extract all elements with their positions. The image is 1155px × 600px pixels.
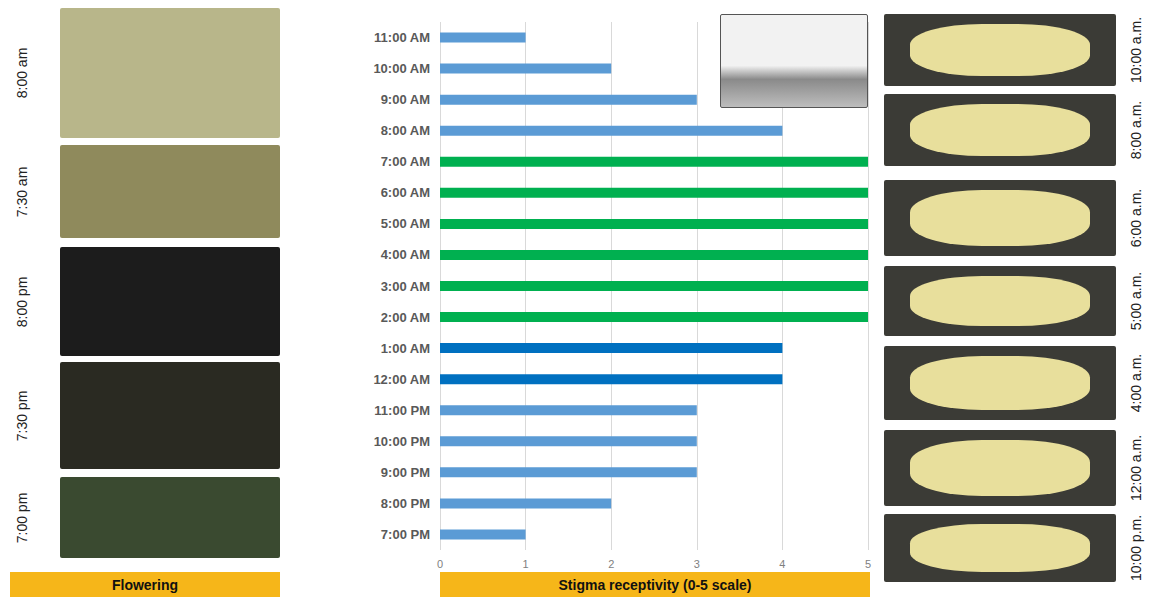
html-text:8:00 pm: 8:00 pm (14, 276, 30, 327)
svg-text:7:00 AM: 7:00 AM (381, 154, 430, 169)
html-text:4:00 a.m.: 4:00 a.m. (1128, 353, 1144, 413)
svg-text:12:00 AM: 12:00 AM (373, 372, 430, 387)
svg-text:2:00 AM: 2:00 AM (381, 310, 430, 325)
html-text:6:00 a.m.: 6:00 a.m. (1128, 188, 1144, 248)
svg-text:8:00 AM: 8:00 AM (381, 123, 430, 138)
html-text:5:00 a.m.: 5:00 a.m. (1128, 271, 1144, 331)
html-text:10:00 a.m.: 10:00 a.m. (1128, 16, 1144, 84)
svg-text:1:00 AM: 1:00 AM (381, 341, 430, 356)
html-text:7:30 am: 7:30 am (14, 166, 30, 217)
svg-text:5:00 AM: 5:00 AM (381, 216, 430, 231)
html-text:10:00 p.m.: 10:00 p.m. (1128, 514, 1144, 582)
svg-text:9:00 PM: 9:00 PM (381, 465, 430, 480)
svg-text:4:00 AM: 4:00 AM (381, 247, 430, 262)
svg-text:0: 0 (437, 558, 443, 570)
svg-text:10:00 AM: 10:00 AM (373, 61, 430, 76)
svg-text:5: 5 (865, 558, 871, 570)
svg-text:8:00 PM: 8:00 PM (381, 496, 430, 511)
html-text:7:00 pm: 7:00 pm (14, 492, 30, 543)
html-text:7:30 pm: 7:30 pm (14, 390, 30, 441)
html-text:Stigma receptivity (0-5 scale): Stigma receptivity (0-5 scale) (558, 576, 752, 593)
svg-text:9:00 AM: 9:00 AM (381, 92, 430, 107)
svg-text:1: 1 (523, 558, 529, 570)
svg-text:10:00 PM: 10:00 PM (374, 434, 430, 449)
html-text:Flowering: Flowering (111, 576, 179, 593)
svg-text:4: 4 (779, 558, 785, 570)
svg-text:11:00 PM: 11:00 PM (374, 403, 430, 418)
svg-text:3: 3 (694, 558, 700, 570)
html-text:12:00 a.m.: 12:00 a.m. (1128, 434, 1144, 502)
svg-text:2: 2 (608, 558, 614, 570)
html-text:8:00 am: 8:00 am (14, 47, 30, 99)
svg-text:11:00 AM: 11:00 AM (374, 30, 430, 45)
html-text:8:00 a.m.: 8:00 a.m. (1128, 100, 1144, 160)
svg-text:6:00 AM: 6:00 AM (381, 185, 430, 200)
svg-text:3:00 AM: 3:00 AM (381, 279, 430, 294)
svg-text:7:00 PM: 7:00 PM (381, 527, 430, 542)
